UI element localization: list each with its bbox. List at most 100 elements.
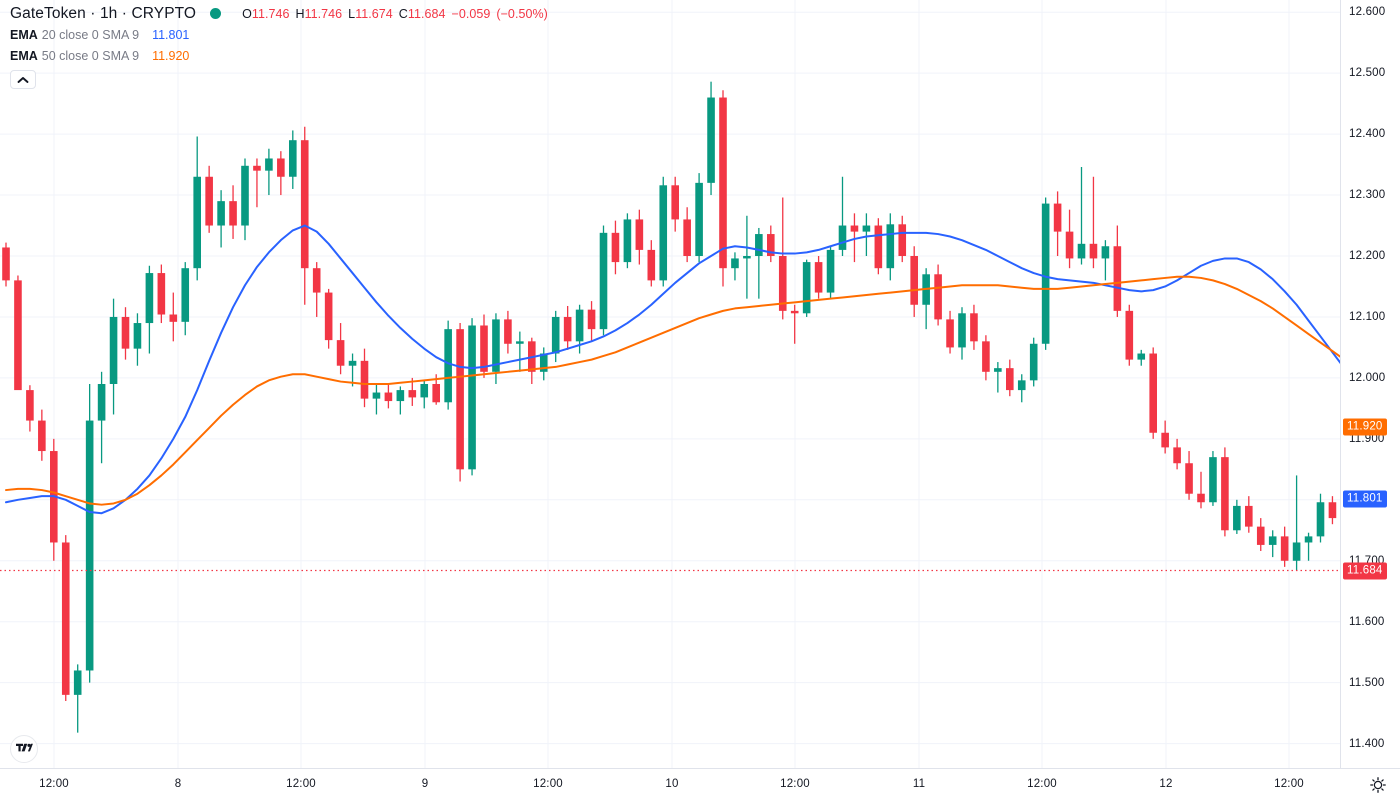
candle-body (671, 185, 679, 220)
ohlc-values: O11.746 H11.746 L11.674 C11.684 −0.059 (−0.50… (242, 7, 548, 21)
candle-body (1137, 353, 1146, 360)
candle-body (623, 219, 632, 263)
candle-body (1065, 231, 1074, 259)
chart-plot-area[interactable] (0, 0, 1340, 768)
time-tick: 12:00 (39, 778, 69, 790)
candle-body (360, 360, 369, 399)
candle-body (1268, 536, 1277, 545)
time-tick: 8 (174, 778, 182, 790)
candle-body (826, 249, 835, 293)
candle-body (420, 384, 429, 398)
price-scale[interactable]: 12.600 12.500 12.400 12.300 12.200 12.100 12.0… (1340, 0, 1400, 768)
ema50-args: 50 close 0 SMA 9 (41, 48, 140, 63)
candle-body (1316, 502, 1325, 537)
tradingview-logo[interactable] (10, 735, 38, 763)
candle-body (26, 390, 34, 421)
time-tick: 12:00 (1027, 778, 1057, 790)
candle-body (898, 224, 907, 256)
candle-body (181, 268, 190, 322)
candle-body (970, 313, 978, 342)
candle-body (1041, 203, 1050, 344)
candle-body (516, 341, 524, 344)
ema20-args: 20 close 0 SMA 9 (41, 27, 140, 42)
candle-body (1077, 243, 1086, 259)
candle-body (277, 158, 285, 177)
ema-line-series (5, 224, 1340, 515)
candle-body (73, 670, 82, 695)
chevron-up-icon (17, 76, 29, 83)
ohlc-open-label: O (242, 6, 252, 21)
candle-body (611, 232, 620, 263)
ohlc-close-value: 11.684 (407, 6, 446, 21)
candle-body (1173, 447, 1181, 464)
candle-series (2, 81, 1337, 733)
candle-body (444, 329, 452, 403)
time-tick: 12 (1159, 778, 1173, 790)
time-scale[interactable]: 12:00 8 12:00 9 12:00 10 12:00 11 12:00 12 12:00 (0, 768, 1400, 800)
gear-icon (1370, 777, 1386, 793)
candle-body (336, 340, 345, 366)
candle-body (755, 234, 763, 256)
candle-body (312, 268, 321, 293)
price-tick: 12.600 (1349, 6, 1386, 19)
candle-body (1089, 243, 1098, 259)
candle-body (145, 273, 154, 324)
price-tick: 11.400 (1349, 737, 1385, 750)
candlestick-chart (0, 0, 1340, 768)
ema-line (5, 224, 1340, 515)
candle-body (886, 224, 895, 269)
candle-body (289, 140, 297, 177)
candle-body (946, 319, 954, 348)
price-tick: 12.200 (1349, 250, 1386, 262)
ohlc-low-label: L (348, 6, 356, 21)
ema50-price-badge[interactable]: 11.920 (1343, 418, 1387, 436)
candle-body (814, 262, 823, 293)
candle-body (790, 310, 799, 314)
time-tick: 9 (421, 778, 429, 790)
candle-body (1053, 203, 1062, 232)
legend-indicator-ema20[interactable]: EMA 20 close 0 SMA 9 11.801 (10, 25, 548, 44)
ema-line (5, 275, 1340, 506)
candle-body (1185, 463, 1193, 494)
candle-body (958, 313, 966, 348)
candle-body (85, 420, 94, 671)
time-tick: 12:00 (780, 778, 810, 790)
scale-settings-gear-icon[interactable] (1370, 777, 1386, 793)
ema50-name: EMA (10, 48, 38, 63)
legend-indicator-ema50[interactable]: EMA 50 close 0 SMA 9 11.920 (10, 46, 548, 65)
candle-body (348, 360, 357, 366)
candle-body (14, 280, 22, 391)
candle-body (2, 247, 10, 281)
time-tick: 12:00 (533, 778, 563, 790)
candle-body (731, 258, 739, 269)
candle-body (408, 390, 417, 398)
legend-symbol-row[interactable]: GateToken · 1h · CRYPTO O11.746 H11.746 L1… (10, 4, 548, 23)
candle-body (109, 316, 118, 384)
price-tick: 12.400 (1349, 128, 1386, 141)
candle-body (802, 262, 811, 314)
time-tick: 12:00 (286, 778, 316, 790)
symbol-title[interactable]: GateToken · 1h · CRYPTO (10, 4, 197, 22)
candle-body (396, 390, 405, 402)
last-price-badge[interactable]: 11.684 (1343, 562, 1387, 579)
candle-body (1209, 457, 1217, 503)
ema20-price-badge[interactable]: 11.801 (1343, 490, 1387, 508)
candle-body (38, 420, 46, 452)
price-tick: 12.000 (1349, 371, 1386, 384)
candle-body (384, 392, 393, 402)
ohlc-high-value: 11.746 (304, 6, 343, 21)
candle-body (169, 314, 178, 322)
candle-body (1125, 310, 1134, 360)
price-tick: 12.300 (1349, 189, 1386, 202)
candle-body (253, 165, 261, 171)
ohlc-change: −0.059 (451, 6, 491, 21)
candle-body (1245, 505, 1253, 527)
candle-body (778, 256, 787, 311)
collapse-legend-button[interactable] (10, 70, 36, 89)
candle-body (456, 329, 464, 470)
ohlc-high-label: H (295, 6, 305, 21)
candle-body (994, 368, 1002, 372)
time-tick: 11 (912, 778, 926, 790)
candle-body (874, 225, 883, 269)
